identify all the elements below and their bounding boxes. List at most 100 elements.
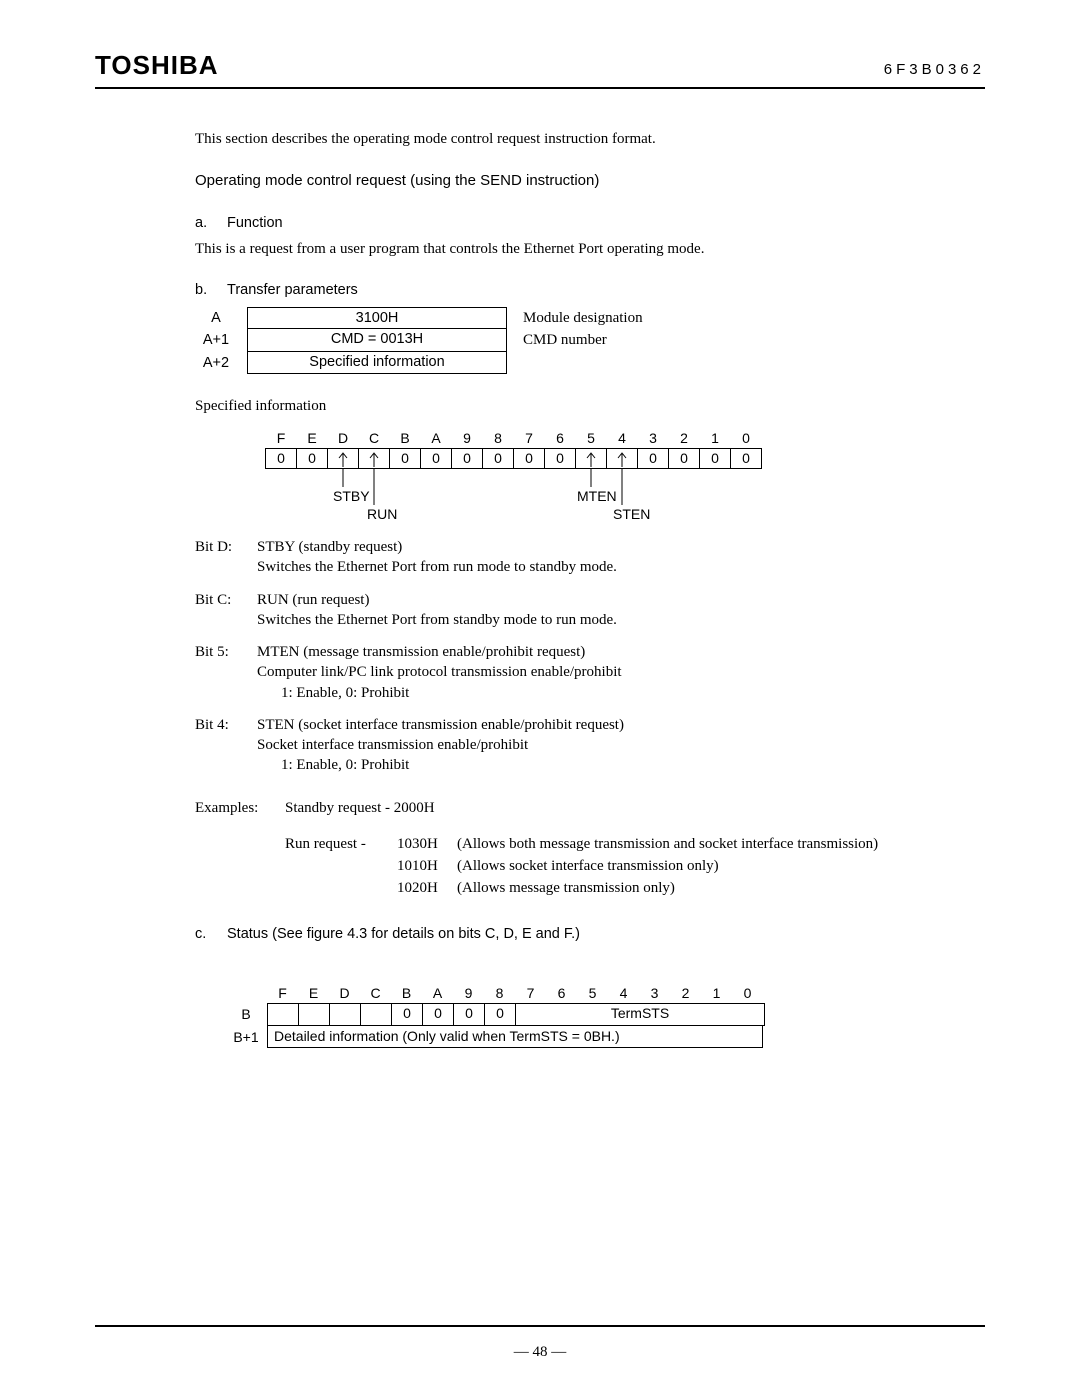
param-val-1: CMD = 0013H bbox=[247, 329, 507, 352]
status-b-label: B bbox=[225, 1003, 267, 1026]
bit-desc-indent-3: 1: Enable, 0: Prohibit bbox=[281, 755, 985, 775]
bit-hdr-4: 4 bbox=[607, 429, 638, 449]
status-hdr-1: 1 bbox=[701, 984, 732, 1003]
bit-hdr-0: 0 bbox=[731, 429, 762, 449]
item-c-title: Status (See figure 4.3 for details on bi… bbox=[227, 925, 580, 945]
item-a-body: This is a request from a user program th… bbox=[195, 239, 985, 259]
bit-cell-3 bbox=[359, 449, 390, 469]
example-code-0: 1030H bbox=[397, 834, 457, 854]
status-hdr-9: 9 bbox=[453, 984, 484, 1003]
bit-desc-line-3-0: Socket interface transmission enable/pro… bbox=[257, 735, 985, 755]
status-hdr-8: 8 bbox=[484, 984, 515, 1003]
status-hdr-D: D bbox=[329, 984, 360, 1003]
examples-label: Examples: bbox=[195, 798, 285, 818]
bit-desc-label-0: Bit D: bbox=[195, 537, 243, 578]
bit-hdr-2: 2 bbox=[669, 429, 700, 449]
bit-cell-1: 0 bbox=[297, 449, 328, 469]
example-run-label: Run request - bbox=[285, 834, 397, 854]
bit-hdr-F: F bbox=[266, 429, 297, 449]
example-desc-1: (Allows socket interface transmission on… bbox=[457, 856, 985, 876]
status-b-zero-0: 0 bbox=[392, 1004, 423, 1025]
intro-text: This section describes the operating mod… bbox=[195, 129, 985, 149]
section-title: Operating mode control request (using th… bbox=[195, 171, 985, 191]
bit-hdr-B: B bbox=[390, 429, 421, 449]
bit-desc-label-2: Bit 5: bbox=[195, 642, 243, 703]
bit-cell-14: 0 bbox=[700, 449, 731, 469]
bit-cell-11 bbox=[607, 449, 638, 469]
bit-hdr-8: 8 bbox=[483, 429, 514, 449]
bit-hdr-9: 9 bbox=[452, 429, 483, 449]
status-hdr-C: C bbox=[360, 984, 391, 1003]
item-c-letter: c. bbox=[195, 925, 209, 945]
item-c-heading: c. Status (See figure 4.3 for details on… bbox=[195, 925, 985, 945]
status-b-blank-1 bbox=[299, 1004, 330, 1025]
item-a-heading: a. Function bbox=[195, 214, 985, 234]
example-desc-0: (Allows both message transmission and so… bbox=[457, 834, 985, 854]
item-a-title: Function bbox=[227, 214, 283, 234]
bit-hdr-D: D bbox=[328, 429, 359, 449]
bit-cell-15: 0 bbox=[731, 449, 762, 469]
item-b-title: Transfer parameters bbox=[227, 281, 358, 301]
status-b-blank-2 bbox=[330, 1004, 361, 1025]
logo: TOSHIBA bbox=[95, 50, 219, 81]
status-b1-text: Detailed information (Only valid when Te… bbox=[267, 1026, 763, 1048]
status-hdr-6: 6 bbox=[546, 984, 577, 1003]
bit-cell-0: 0 bbox=[266, 449, 297, 469]
param-val-0: 3100H bbox=[247, 307, 507, 330]
bit-cell-7: 0 bbox=[483, 449, 514, 469]
param-val-2: Specified information bbox=[247, 352, 507, 375]
status-hdr-0: 0 bbox=[732, 984, 763, 1003]
bit-desc-title-3: STEN (socket interface transmission enab… bbox=[257, 715, 985, 735]
status-b-blank-0 bbox=[268, 1004, 299, 1025]
status-hdr-2: 2 bbox=[670, 984, 701, 1003]
bit-cell-10 bbox=[576, 449, 607, 469]
spec-info-label: Specified information bbox=[195, 396, 985, 416]
bit-desc-indent-2: 1: Enable, 0: Prohibit bbox=[281, 683, 985, 703]
bit-hdr-7: 7 bbox=[514, 429, 545, 449]
bit-cell-5: 0 bbox=[421, 449, 452, 469]
status-hdr-B: B bbox=[391, 984, 422, 1003]
status-b-zero-1: 0 bbox=[423, 1004, 454, 1025]
param-addr-0: A bbox=[195, 307, 237, 330]
bit-desc-label-1: Bit C: bbox=[195, 590, 243, 631]
bit-desc-1: Bit C: RUN (run request)Switches the Ethe… bbox=[195, 590, 985, 631]
bit-hdr-E: E bbox=[297, 429, 328, 449]
examples-block: Examples: Standby request - 2000H Run re… bbox=[195, 798, 985, 899]
bit-desc-title-1: RUN (run request) bbox=[257, 590, 985, 610]
param-desc-1: CMD number bbox=[517, 329, 643, 352]
bit-cell-2 bbox=[328, 449, 359, 469]
bit-desc-label-3: Bit 4: bbox=[195, 715, 243, 776]
item-b-heading: b. Transfer parameters bbox=[195, 281, 985, 301]
status-b-zero-3: 0 bbox=[485, 1004, 516, 1025]
status-hdr-5: 5 bbox=[577, 984, 608, 1003]
example-desc-2: (Allows message transmission only) bbox=[457, 878, 985, 898]
param-desc-2 bbox=[517, 352, 643, 375]
bit-cell-12: 0 bbox=[638, 449, 669, 469]
status-hdr-E: E bbox=[298, 984, 329, 1003]
bit-hdr-6: 6 bbox=[545, 429, 576, 449]
status-b-blank-3 bbox=[361, 1004, 392, 1025]
footer-rule bbox=[95, 1325, 985, 1327]
param-table: A A+1 A+2 3100H CMD = 0013H Specified in… bbox=[195, 307, 985, 375]
bit-hdr-A: A bbox=[421, 429, 452, 449]
bit-desc-line-2-0: Computer link/PC link protocol transmiss… bbox=[257, 662, 985, 682]
item-a-letter: a. bbox=[195, 214, 209, 234]
page-header: TOSHIBA 6F3B0362 bbox=[95, 50, 985, 89]
status-b-zero-2: 0 bbox=[454, 1004, 485, 1025]
item-b-letter: b. bbox=[195, 281, 209, 301]
bit-hdr-5: 5 bbox=[576, 429, 607, 449]
bit-desc-line-0-0: Switches the Ethernet Port from run mode… bbox=[257, 557, 985, 577]
bit-hdr-C: C bbox=[359, 429, 390, 449]
status-hdr-A: A bbox=[422, 984, 453, 1003]
bit-desc-line-1-0: Switches the Ethernet Port from standby … bbox=[257, 610, 985, 630]
bit-desc-3: Bit 4: STEN (socket interface transmissio… bbox=[195, 715, 985, 776]
example-standby: Standby request - 2000H bbox=[285, 798, 435, 818]
status-b-termsts: TermSTS bbox=[516, 1004, 764, 1025]
bit-cell-4: 0 bbox=[390, 449, 421, 469]
param-desc-0: Module designation bbox=[517, 307, 643, 330]
bit-desc-title-0: STBY (standby request) bbox=[257, 537, 985, 557]
status-hdr-4: 4 bbox=[608, 984, 639, 1003]
param-addr-1: A+1 bbox=[195, 329, 237, 352]
status-hdr-7: 7 bbox=[515, 984, 546, 1003]
bit-hdr-3: 3 bbox=[638, 429, 669, 449]
